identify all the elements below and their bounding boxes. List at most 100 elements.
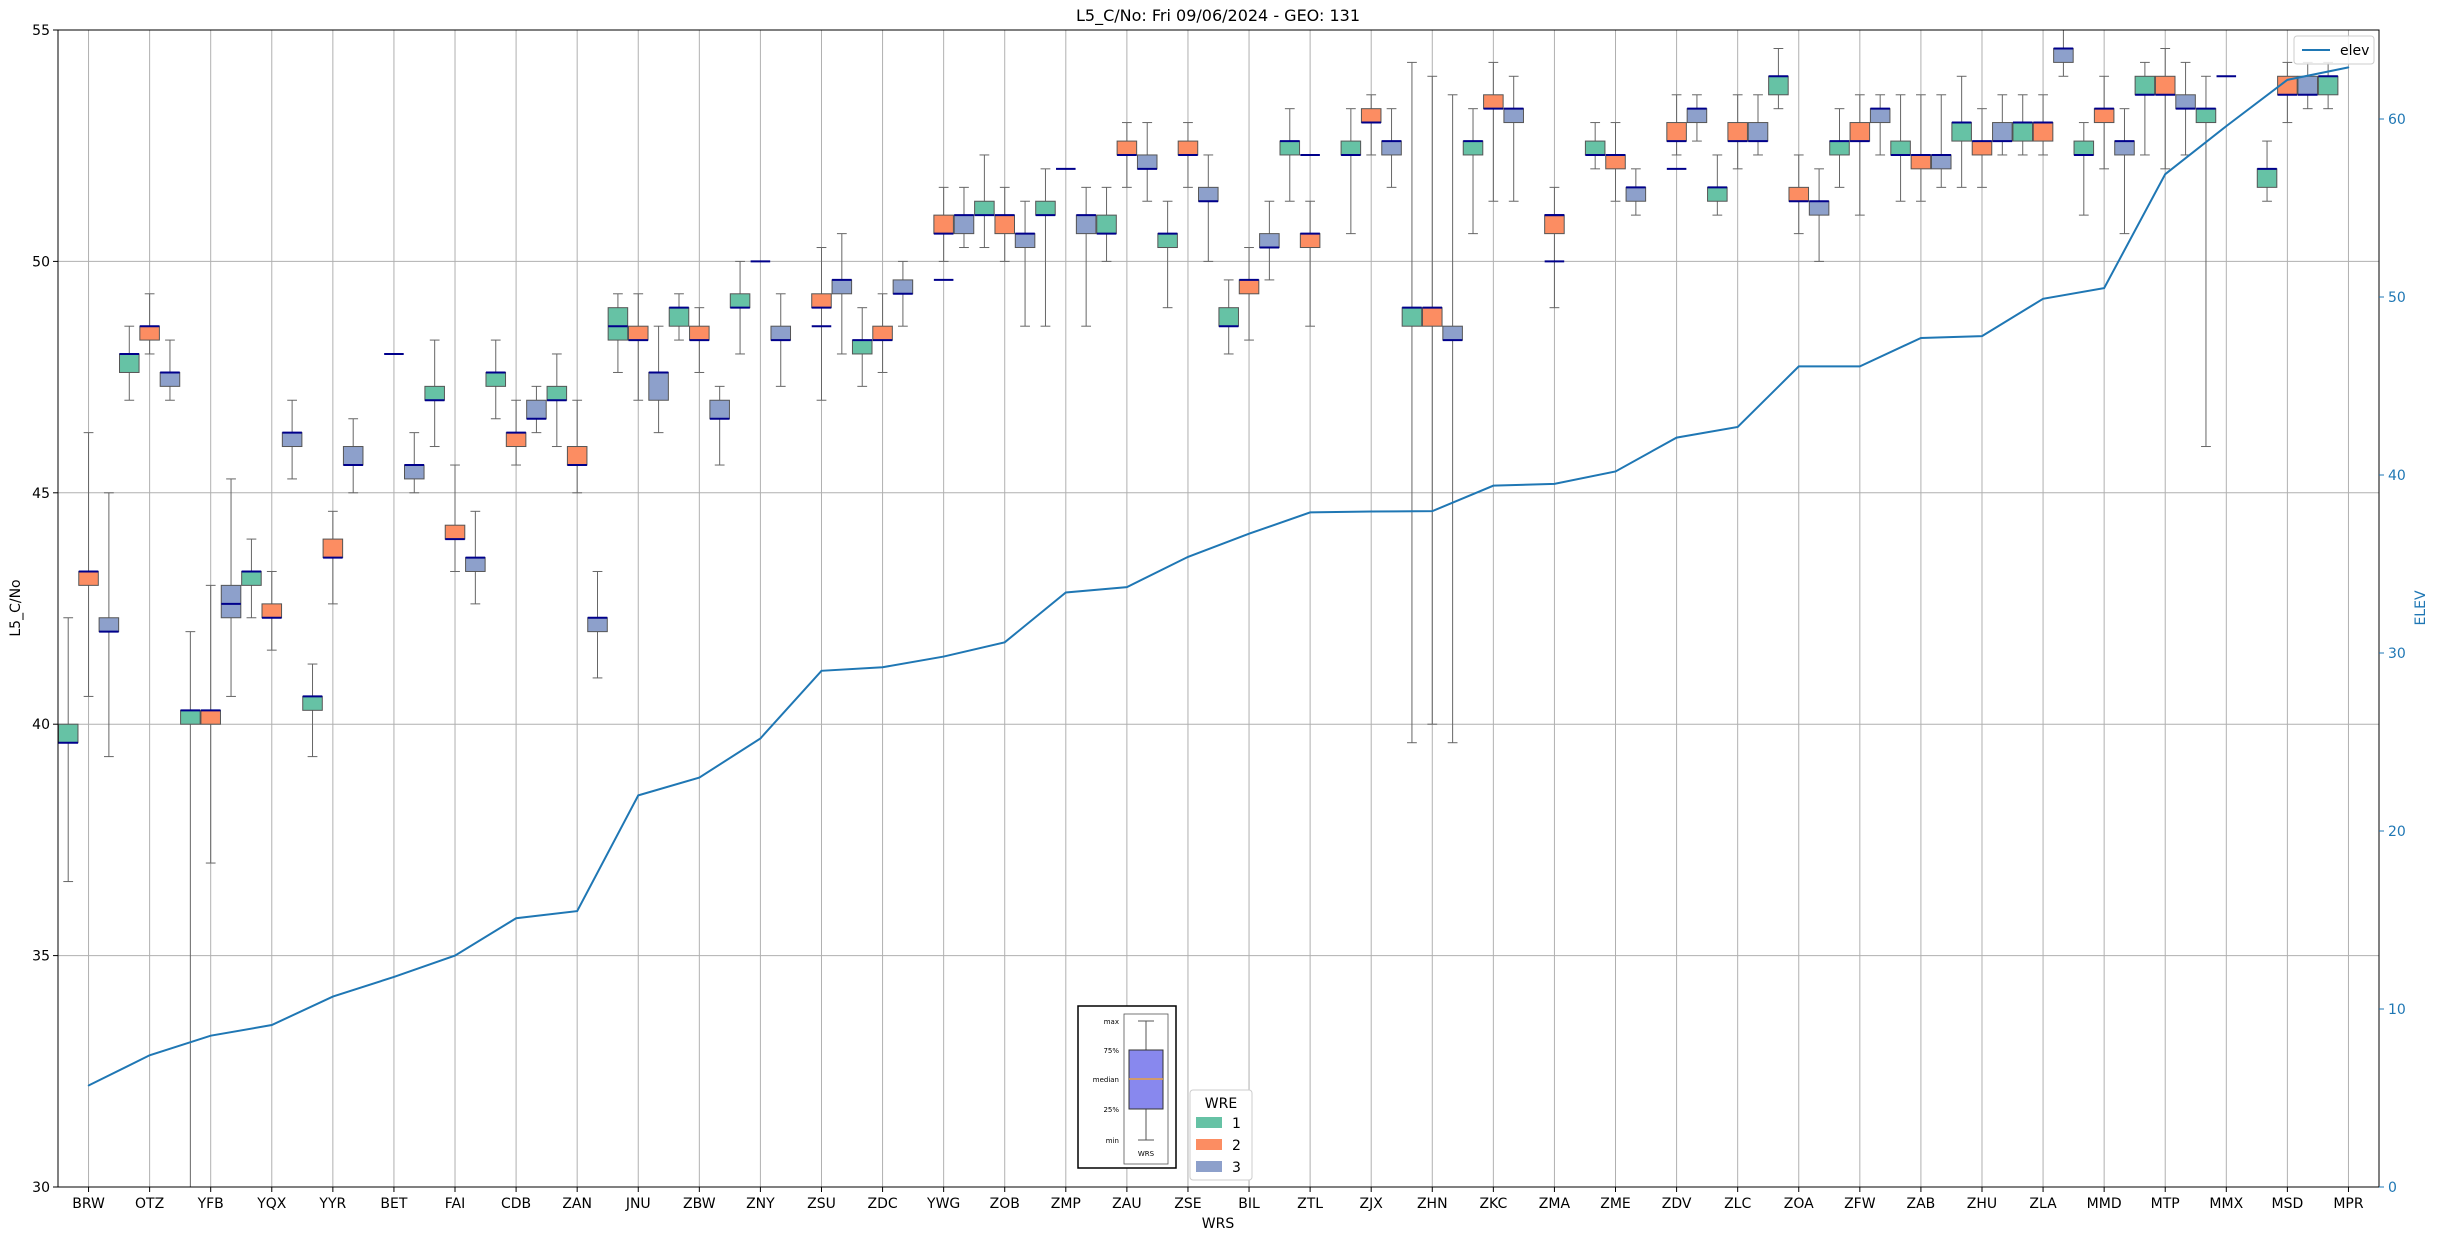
box-series-1 xyxy=(2256,168,2278,188)
elev-point xyxy=(87,1084,90,1087)
elev-point xyxy=(1859,365,1861,368)
axes: 30 35 40 45 50 55 0 10 20 30 40 50 60 BRW OTZ YFB YQX YYR… xyxy=(32,23,2406,1212)
box-series-3 xyxy=(648,371,669,401)
box-series-1 xyxy=(2012,122,2033,142)
box-series-1 xyxy=(1279,140,1301,156)
x-tick-label: BET xyxy=(380,1196,407,1212)
x-tick-label: ZFW xyxy=(1844,1196,1876,1212)
y2-axis-label: ELEV xyxy=(2413,590,2429,625)
wre-legend-label-2: 2 xyxy=(1232,1138,1241,1154)
elevation-series xyxy=(87,66,2350,1087)
elev-legend-frame xyxy=(2293,35,2375,65)
elev-point xyxy=(1920,337,1922,339)
y-tick-label: 30 xyxy=(32,1180,50,1196)
elev-point xyxy=(2164,173,2167,175)
box-series-3 xyxy=(159,371,181,387)
box-series-2 xyxy=(1788,186,1810,202)
box-series-1 xyxy=(424,385,445,401)
elev-point xyxy=(393,976,395,978)
x-tick-label: BIL xyxy=(1238,1196,1260,1212)
wre-legend: WRE 1 2 3 xyxy=(1189,1089,1253,1181)
elev-point xyxy=(2225,125,2228,127)
boxplot-key-label-max: max xyxy=(1104,1018,1119,1026)
box-series-3 xyxy=(1259,233,1280,249)
box-series-2 xyxy=(78,570,99,586)
y-tick-label: 40 xyxy=(32,717,50,733)
boxplot-key-caption: WRS xyxy=(1138,1150,1155,1158)
elev-point xyxy=(759,737,762,740)
y-tick-label: 35 xyxy=(32,949,50,965)
elev-point xyxy=(1003,641,1006,644)
y2-tick-label: 10 xyxy=(2388,1002,2406,1018)
plot-area-frame xyxy=(57,29,2380,1188)
x-tick-label: ZTL xyxy=(1297,1196,1323,1212)
box-series-3 xyxy=(587,617,608,633)
box-series-2 xyxy=(322,538,344,559)
x-tick-label: YYR xyxy=(318,1196,346,1212)
box-series-2 xyxy=(566,446,588,466)
elev-point xyxy=(1736,426,1739,428)
box-series-1 xyxy=(546,385,568,401)
box-series-2 xyxy=(1605,154,1626,170)
x-tick-label: ZME xyxy=(1600,1196,1631,1212)
box-series-1 xyxy=(1340,140,1362,156)
box-series-2 xyxy=(444,524,466,540)
box-series-2 xyxy=(1910,154,1932,170)
elev-point xyxy=(1065,591,1067,594)
x-tick-label: ZSE xyxy=(1174,1196,1201,1212)
box-series-2 xyxy=(1544,214,1565,235)
x-tick-label: ZOA xyxy=(1784,1196,1814,1212)
elev-point xyxy=(1981,335,1983,337)
y2-tick-label: 60 xyxy=(2388,112,2406,128)
elev-point xyxy=(1614,470,1617,473)
box-series-3 xyxy=(831,279,853,295)
x-tick-label: MMX xyxy=(2209,1196,2243,1212)
box-series-3 xyxy=(1442,325,1463,341)
box-series-3 xyxy=(1198,186,1219,202)
box-series-1 xyxy=(241,570,262,586)
box-series-2 xyxy=(2093,108,2115,124)
x-tick-label: OTZ xyxy=(135,1196,164,1212)
box-series-1 xyxy=(1096,214,1117,235)
box-series-3 xyxy=(770,325,792,341)
elev-point xyxy=(2347,66,2350,69)
box-series-1 xyxy=(1401,307,1423,327)
box-series-1 xyxy=(1218,307,1239,327)
box-series-1 xyxy=(2195,108,2217,124)
wre-legend-label-1: 1 xyxy=(1232,1116,1241,1132)
box-series-1 xyxy=(1035,200,1056,216)
boxplot-key-label-min: min xyxy=(1106,1137,1119,1145)
x-tick-label: ZAB xyxy=(1907,1196,1936,1212)
box-series-2 xyxy=(1849,122,1871,142)
x-tick-label: ZMP xyxy=(1051,1196,1081,1212)
x-tick-label: JNU xyxy=(625,1196,651,1212)
box-series-3 xyxy=(2175,94,2196,110)
box-series-1 xyxy=(729,293,751,309)
boxplot-key-label-q3: 75% xyxy=(1103,1047,1119,1055)
box-series-3 xyxy=(98,617,120,633)
box-plots xyxy=(57,29,2339,1188)
boxplot-key-label-q1: 25% xyxy=(1103,1106,1119,1114)
box-series-2 xyxy=(1177,140,1199,156)
x-tick-label: ZAU xyxy=(1112,1196,1141,1212)
box-series-2 xyxy=(933,214,954,235)
box-series-3 xyxy=(2053,48,2074,63)
elev-point xyxy=(820,670,823,672)
box-series-1 xyxy=(180,709,201,725)
box-series-1 xyxy=(1951,122,1972,142)
x-tick-label: ZHN xyxy=(1417,1196,1448,1212)
y-axis-label: L5_C/No xyxy=(8,579,24,636)
elev-point xyxy=(942,655,945,658)
x-tick-label: ZSU xyxy=(807,1196,836,1212)
y-tick-label: 55 xyxy=(32,23,50,39)
box-series-3 xyxy=(220,584,242,619)
y2-tick-label: 50 xyxy=(2388,290,2406,306)
box-series-1 xyxy=(485,371,507,387)
box-series-3 xyxy=(1992,122,2013,142)
box-series-3 xyxy=(709,399,730,420)
box-series-1 xyxy=(119,353,140,373)
elev-point xyxy=(698,776,701,779)
elev-point xyxy=(454,954,456,957)
box-series-2 xyxy=(994,214,1015,235)
chart-title: L5_C/No: Fri 09/06/2024 - GEO: 131 xyxy=(1076,6,1360,26)
